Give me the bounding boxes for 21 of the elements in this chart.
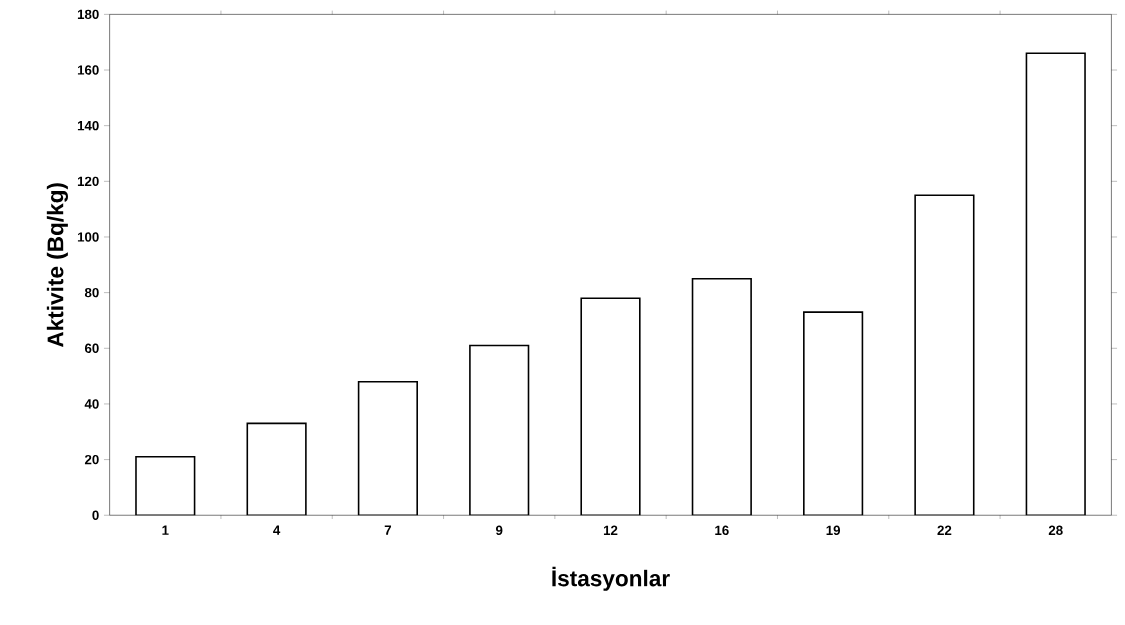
x-tick-label: 16: [715, 525, 729, 536]
x-tick-label: 19: [826, 525, 841, 536]
x-tick-label: 1: [162, 525, 169, 535]
y-tick-label: 20: [84, 454, 99, 465]
x-tick-label: 12: [603, 525, 618, 535]
y-tick-label: 100: [77, 232, 99, 242]
x-axis-title: İstasyonlar: [552, 566, 670, 591]
x-tick-label: 28: [1048, 525, 1063, 536]
y-tick-label: 60: [84, 343, 99, 354]
y-tick-label: 40: [84, 399, 99, 409]
y-tick-label: 120: [77, 176, 99, 187]
y-tick-label: 80: [84, 288, 99, 298]
x-tick-label: 7: [384, 525, 392, 535]
y-tick-label: 160: [77, 65, 99, 75]
y-tick-label: 180: [77, 9, 99, 20]
x-tick-label: 4: [273, 525, 281, 535]
y-tick-label: 140: [77, 121, 99, 131]
y-axis-title: Aktivite (Bq/kg): [46, 183, 68, 348]
x-tick-label: 9: [495, 525, 503, 536]
y-tick-label: 0: [92, 510, 99, 521]
x-tick-label: 22: [937, 525, 952, 535]
